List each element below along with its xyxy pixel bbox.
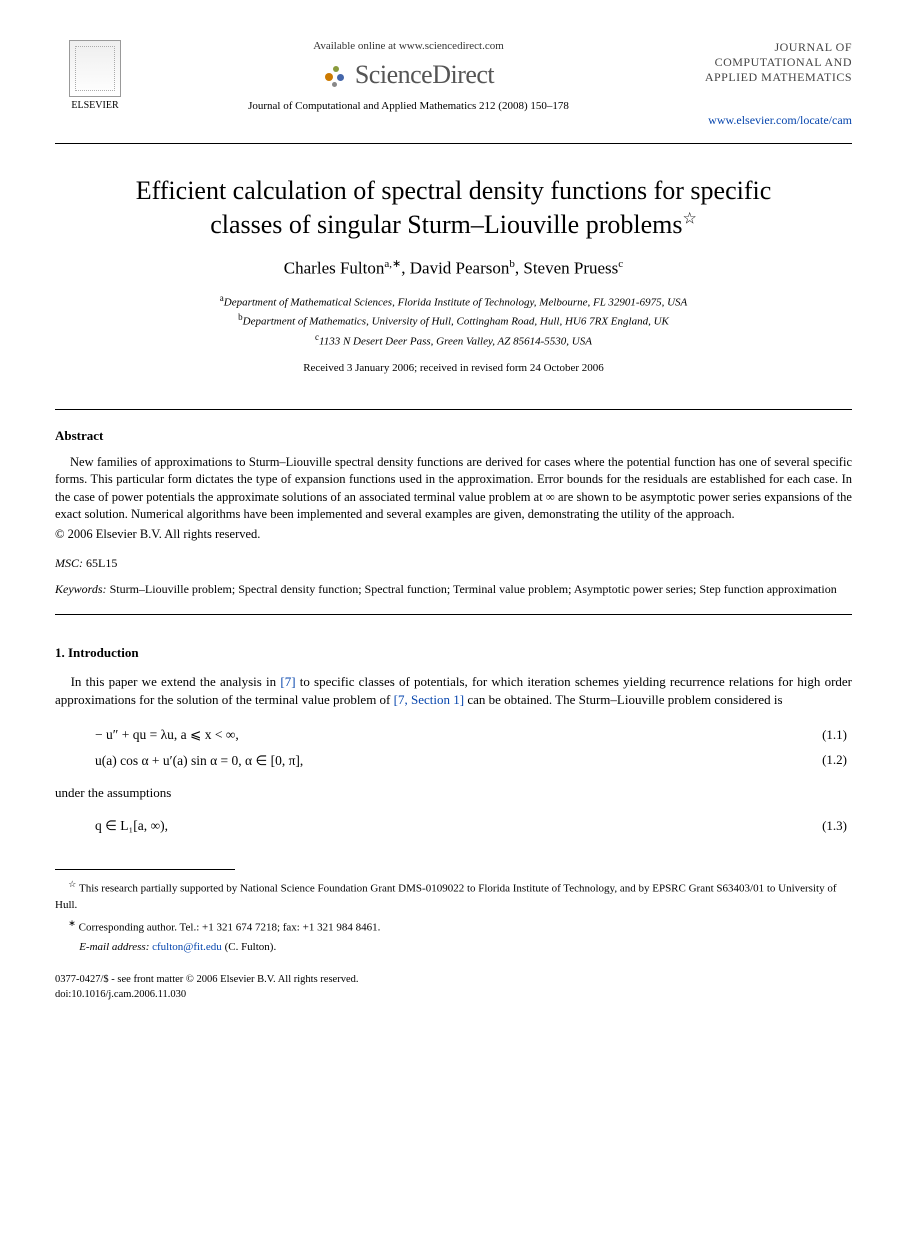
publisher-block: ELSEVIER <box>55 40 135 111</box>
affiliation-c: 1133 N Desert Deer Pass, Green Valley, A… <box>319 335 592 347</box>
authors: Charles Fultona,∗, David Pearsonb, Steve… <box>55 257 852 279</box>
msc-label: MSC: <box>55 556 83 570</box>
affiliation-a: Department of Mathematical Sciences, Flo… <box>224 297 687 309</box>
author-3: Steven Pruess <box>523 258 618 277</box>
available-online-text: Available online at www.sciencedirect.co… <box>155 40 662 52</box>
author-1: Charles Fulton <box>284 258 385 277</box>
author-2: David Pearson <box>410 258 510 277</box>
eq-1-2-num: (1.2) <box>822 748 847 773</box>
footnote-email: E-mail address: cfulton@fit.edu (C. Fult… <box>55 939 852 956</box>
header: ELSEVIER Available online at www.science… <box>55 40 852 144</box>
author-email-link[interactable]: cfulton@fit.edu <box>152 941 222 953</box>
platform-name: ScienceDirect <box>355 60 494 89</box>
footer: 0377-0427/$ - see front matter © 2006 El… <box>55 973 852 1002</box>
page: ELSEVIER Available online at www.science… <box>0 0 907 1033</box>
citation-link-1[interactable]: [7] <box>280 674 295 689</box>
footnote-corresponding: ∗ Corresponding author. Tel.: +1 321 674… <box>55 917 852 936</box>
msc-line: MSC: 65L15 <box>55 556 852 571</box>
article-dates: Received 3 January 2006; received in rev… <box>55 362 852 374</box>
affiliations: aDepartment of Mathematical Sciences, Fl… <box>55 292 852 349</box>
article-title: Efficient calculation of spectral densit… <box>95 174 812 242</box>
intro-heading: 1. Introduction <box>55 645 852 661</box>
corr-marker: ∗ <box>68 918 76 928</box>
title-line-1: Efficient calculation of spectral densit… <box>136 176 772 205</box>
header-center: Available online at www.sciencedirect.co… <box>135 40 682 112</box>
intro-text-1a: In this paper we extend the analysis in <box>71 674 281 689</box>
email-who: (C. Fulton). <box>225 941 277 953</box>
header-right: JOURNAL OF COMPUTATIONAL AND APPLIED MAT… <box>682 40 852 128</box>
eq-1-2-body: u(a) cos α + u′(a) sin α = 0, α ∈ [0, π]… <box>95 748 303 774</box>
intro-paragraph-1: In this paper we extend the analysis in … <box>55 673 852 711</box>
publisher-label: ELSEVIER <box>71 100 118 111</box>
keywords-label: Keywords: <box>55 582 107 596</box>
divider-bottom <box>55 614 852 615</box>
footer-doi: doi:10.1016/j.cam.2006.11.030 <box>55 988 852 1003</box>
equation-block-1: − u″ + qu = λu, a ⩽ x < ∞, (1.1) u(a) co… <box>95 722 852 773</box>
journal-name: JOURNAL OF COMPUTATIONAL AND APPLIED MAT… <box>682 40 852 85</box>
footnotes: ☆ This research partially supported by N… <box>55 869 852 955</box>
footer-front-matter: 0377-0427/$ - see front matter © 2006 El… <box>55 973 852 988</box>
eq-1-1-body: − u″ + qu = λu, a ⩽ x < ∞, <box>95 722 239 748</box>
title-footnote-marker: ☆ <box>682 210 696 227</box>
msc-value: 65L15 <box>86 556 117 570</box>
footnote-funding: ☆ This research partially supported by N… <box>55 878 852 914</box>
eq-1-1-num: (1.1) <box>822 723 847 748</box>
divider-top <box>55 409 852 410</box>
author-1-affil: a,∗ <box>384 258 401 270</box>
eq-1-3-num: (1.3) <box>822 814 847 839</box>
intro-under-assumptions: under the assumptions <box>55 785 852 801</box>
journal-reference: Journal of Computational and Applied Mat… <box>155 100 662 112</box>
journal-url-link[interactable]: www.elsevier.com/locate/cam <box>708 113 852 127</box>
equation-1-2: u(a) cos α + u′(a) sin α = 0, α ∈ [0, π]… <box>95 748 852 774</box>
eq-1-3-body: q ∈ L₁[a, ∞), <box>95 813 168 839</box>
affiliation-b: Department of Mathematics, University of… <box>243 316 669 328</box>
abstract-body: New families of approximations to Sturm–… <box>55 454 852 524</box>
equation-block-2: q ∈ L₁[a, ∞), (1.3) <box>95 813 852 839</box>
funding-text: This research partially supported by Nat… <box>55 883 836 912</box>
citation-link-2[interactable]: [7, Section 1] <box>394 692 464 707</box>
keywords-line: Keywords: Sturm–Liouville problem; Spect… <box>55 581 852 598</box>
intro-text-1c: can be obtained. The Sturm–Liouville pro… <box>464 692 783 707</box>
sciencedirect-logo: ScienceDirect <box>155 60 662 90</box>
sciencedirect-dots-icon <box>323 64 349 90</box>
corr-text: Corresponding author. Tel.: +1 321 674 7… <box>79 921 381 933</box>
email-label: E-mail address: <box>79 941 149 953</box>
abstract-heading: Abstract <box>55 428 852 444</box>
title-line-2: classes of singular Sturm–Liouville prob… <box>210 210 682 239</box>
equation-1-1: − u″ + qu = λu, a ⩽ x < ∞, (1.1) <box>95 722 852 748</box>
author-2-affil: b <box>509 258 515 270</box>
elsevier-tree-icon <box>69 40 121 97</box>
abstract-copyright: © 2006 Elsevier B.V. All rights reserved… <box>55 527 852 542</box>
funding-marker: ☆ <box>68 879 76 889</box>
author-3-affil: c <box>618 258 623 270</box>
equation-1-3: q ∈ L₁[a, ∞), (1.3) <box>95 813 852 839</box>
keywords-value: Sturm–Liouville problem; Spectral densit… <box>110 582 837 596</box>
